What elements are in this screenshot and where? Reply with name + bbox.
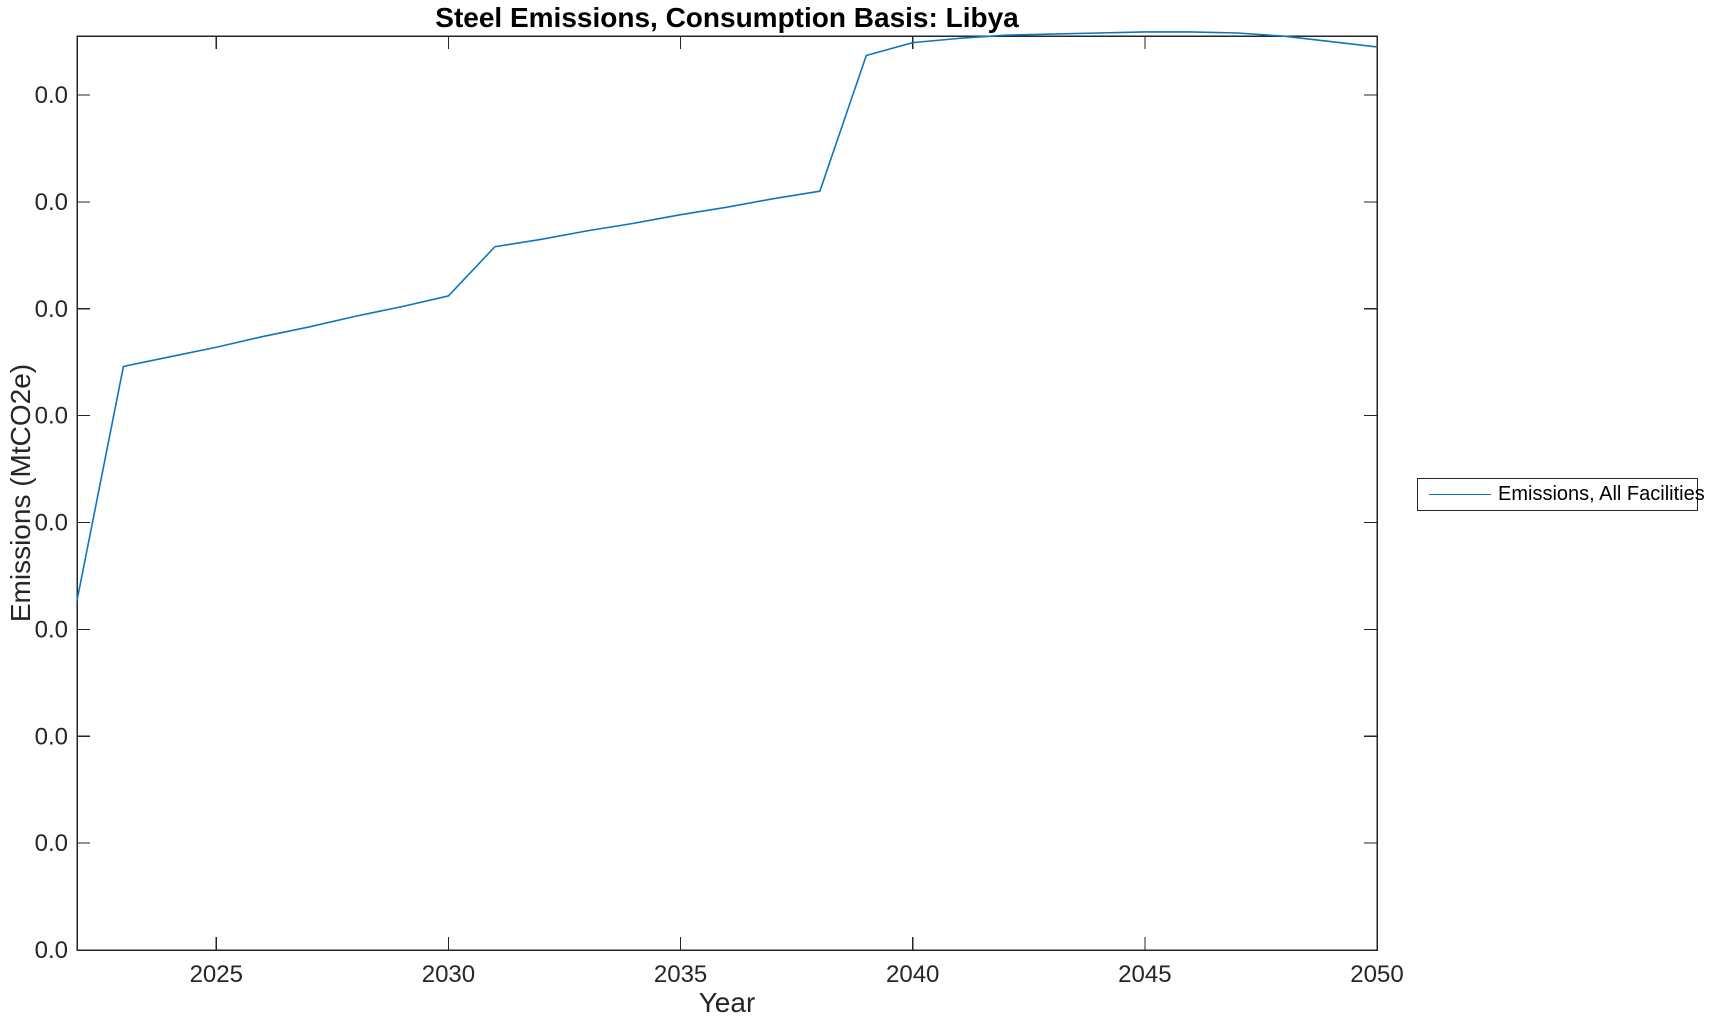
x-axis-label: Year [698,987,756,1018]
x-tick-label: 2050 [1350,961,1403,988]
x-tick-label: 2045 [1118,961,1171,988]
y-tick-label: 0.0 [35,510,68,537]
x-tick-label: 2040 [886,961,939,988]
chart-title: Steel Emissions, Consumption Basis: Liby… [435,2,1019,33]
y-tick-label: 0.0 [35,937,68,964]
y-tick-label: 0.0 [35,189,68,216]
x-tick-label: 2030 [422,961,475,988]
y-tick-label: 0.0 [35,82,68,109]
plot-box [76,35,1378,951]
emissions-line [76,31,1378,602]
y-tick-label: 0.0 [35,723,68,750]
legend: Emissions, All Facilities [1417,478,1705,511]
y-tick-label: 0.0 [35,296,68,323]
x-tick-label: 2035 [654,961,707,988]
x-tick-label: 2025 [190,961,243,988]
legend-label: Emissions, All Facilities [1498,483,1705,505]
legend-line-icon [1429,494,1491,495]
y-axis-label: Emissions (MtCO2e) [5,363,36,623]
y-tick-label: 0.0 [35,830,68,857]
y-tick-label: 0.0 [35,616,68,643]
y-tick-label: 0.0 [35,403,68,430]
